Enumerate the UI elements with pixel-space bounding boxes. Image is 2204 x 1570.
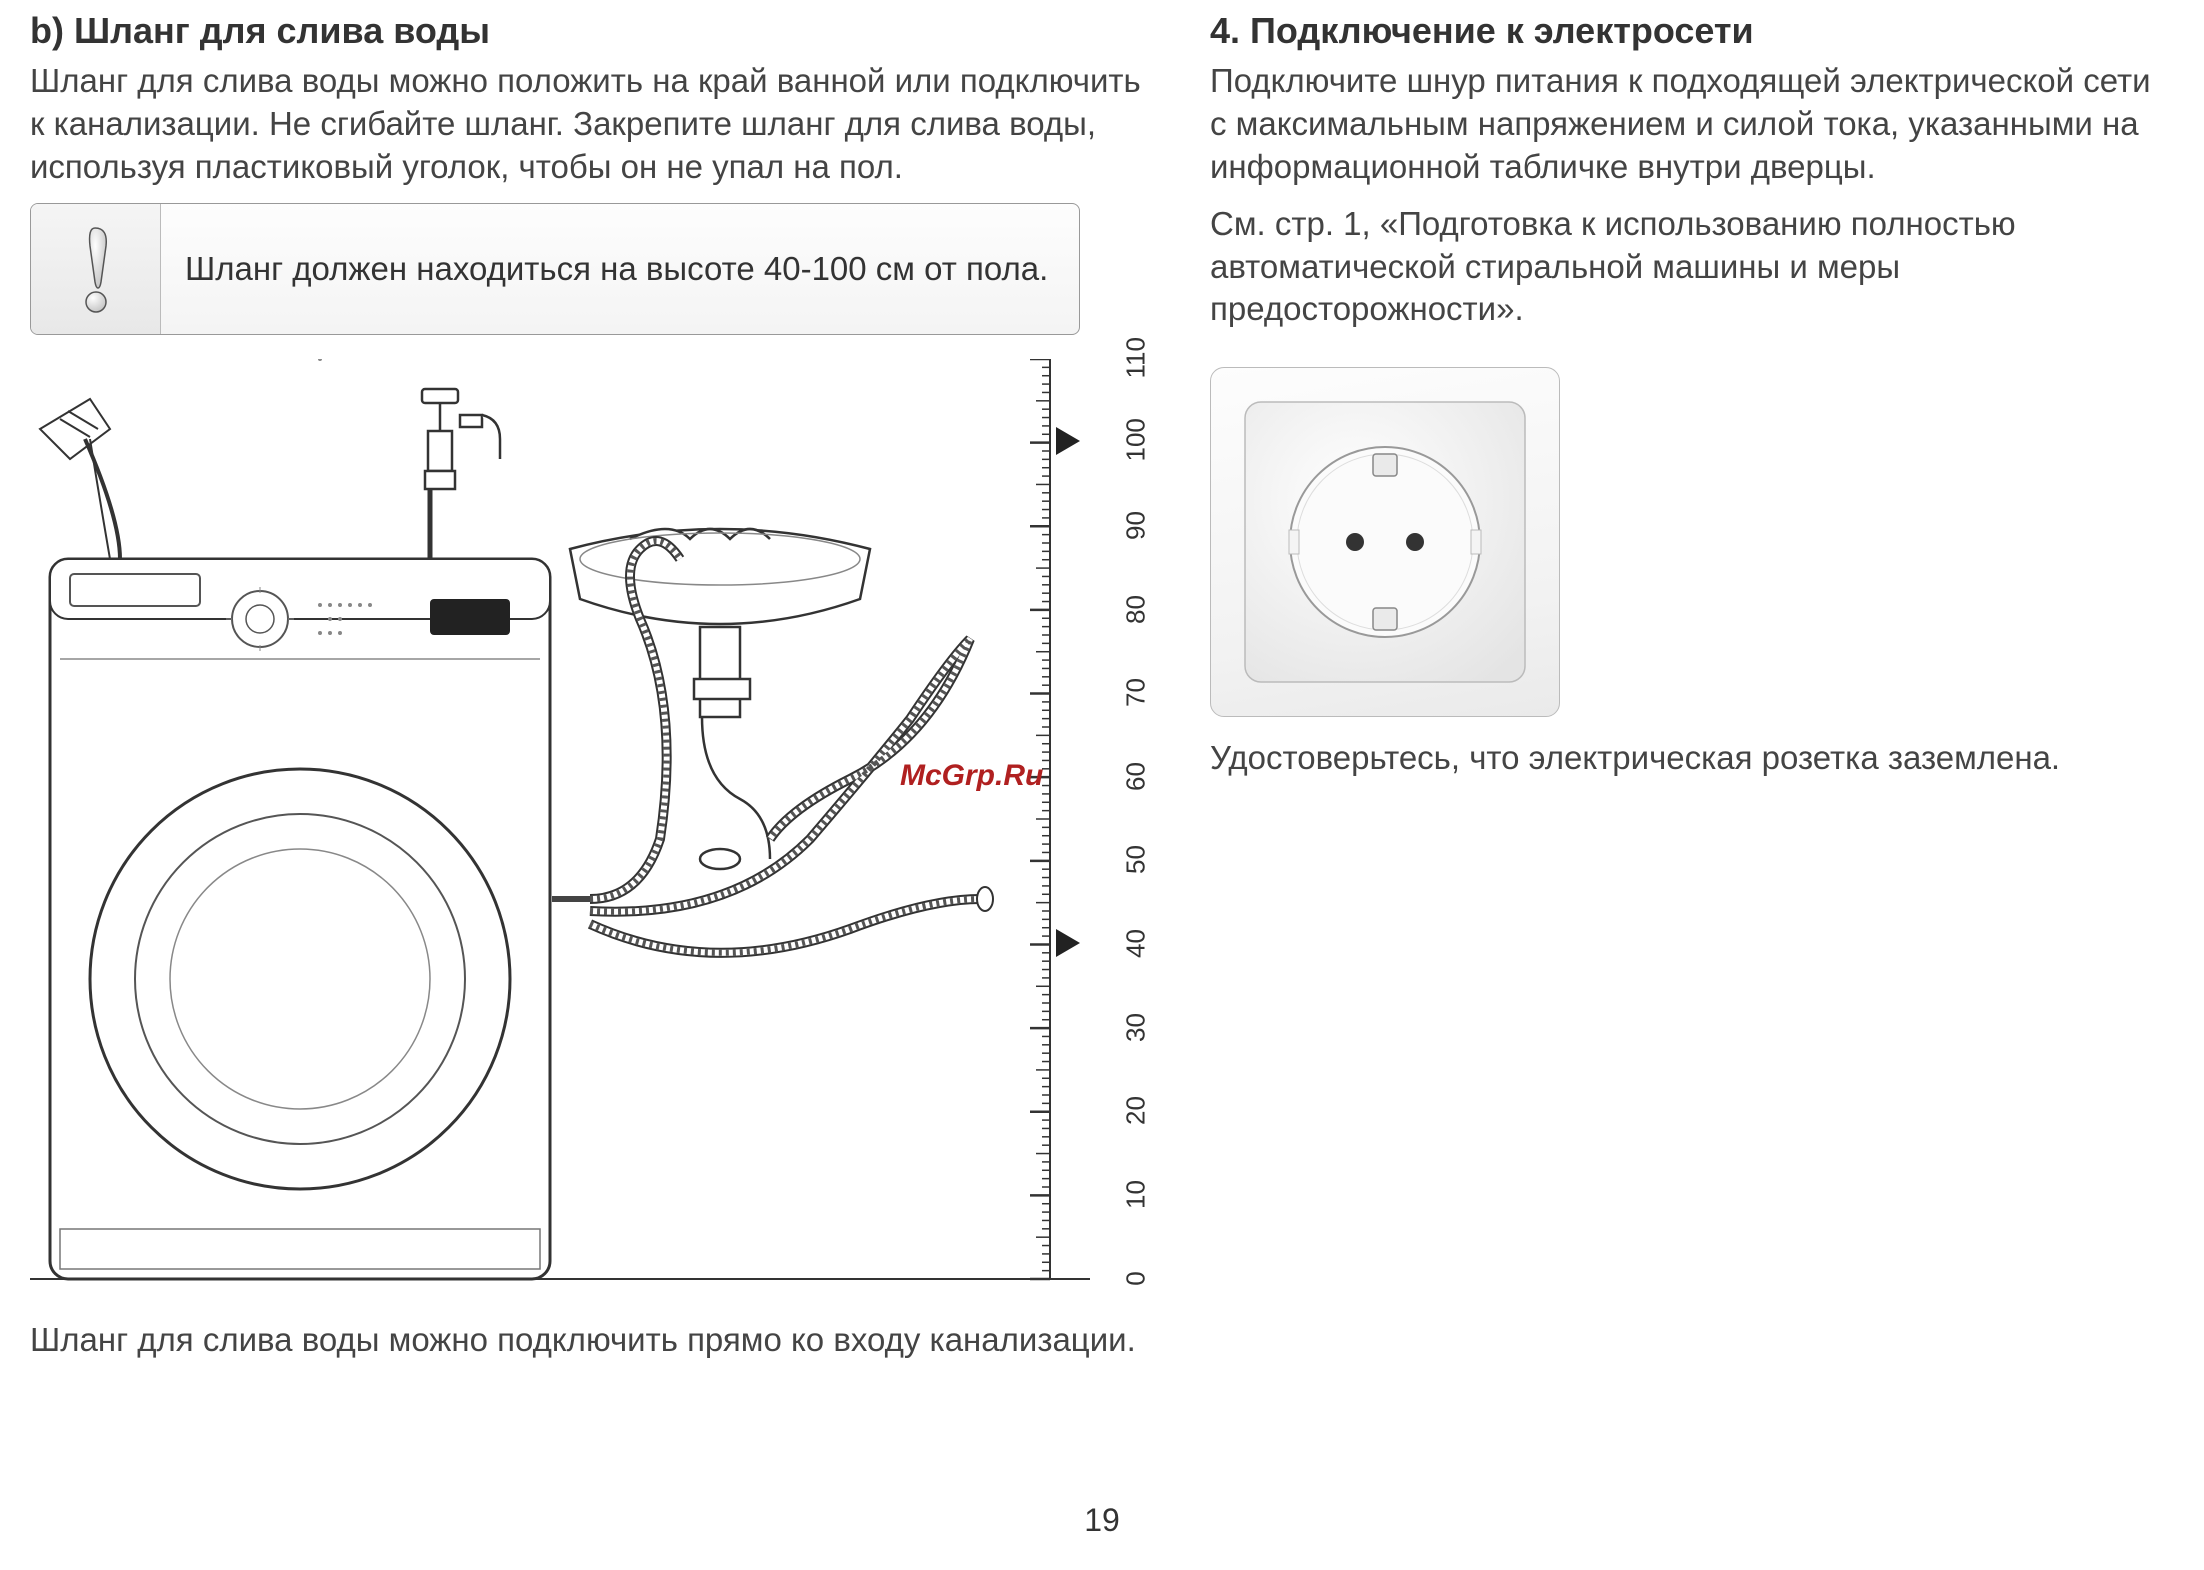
section-b-heading: b) Шланг для слива воды bbox=[30, 10, 1150, 52]
ruler-label: 100 bbox=[1121, 422, 1152, 462]
warning-box: Шланг должен находиться на высоте 40-100… bbox=[30, 203, 1080, 335]
ruler-label: 20 bbox=[1121, 1091, 1152, 1131]
ruler-label: 80 bbox=[1121, 589, 1152, 629]
ruler-label: 90 bbox=[1121, 505, 1152, 545]
below-diagram-text: Шланг для слива воды можно подключить пр… bbox=[30, 1319, 1150, 1362]
warning-text: Шланг должен находиться на высоте 40-100… bbox=[161, 230, 1072, 307]
section-4-para-a: Подключите шнур питания к подходящей эле… bbox=[1210, 60, 2174, 189]
ruler-label: 70 bbox=[1121, 673, 1152, 713]
section-4-para-b: См. стр. 1, «Подготовка к использованию … bbox=[1210, 203, 2174, 332]
section-b-paragraph: Шланг для слива воды можно положить на к… bbox=[30, 60, 1150, 189]
socket-illustration bbox=[1210, 367, 1560, 717]
exclamation-icon bbox=[31, 204, 161, 334]
socket-caption: Удостоверьтесь, что электрическая розетк… bbox=[1210, 737, 2174, 780]
ruler-label: 110 bbox=[1121, 338, 1152, 378]
page-number: 19 bbox=[30, 1502, 2174, 1539]
watermark-text: McGrp.Ru bbox=[900, 759, 1043, 793]
ruler-label: 0 bbox=[1121, 1258, 1152, 1298]
section-4-heading: 4. Подключение к электросети bbox=[1210, 10, 2174, 52]
ruler-label: 30 bbox=[1121, 1007, 1152, 1047]
ruler-label: 50 bbox=[1121, 840, 1152, 880]
ruler-label: 60 bbox=[1121, 756, 1152, 796]
ruler-label: 40 bbox=[1121, 924, 1152, 964]
drain-hose-diagram: McGrp.Ru 0102030405060708090100110 bbox=[30, 359, 1130, 1319]
ruler-label: 10 bbox=[1121, 1175, 1152, 1215]
